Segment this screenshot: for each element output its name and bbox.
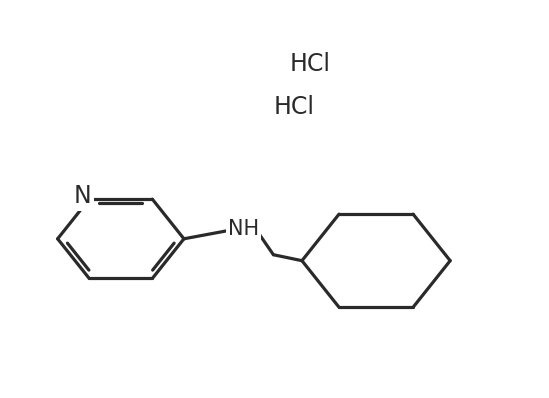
Text: NH: NH [228, 219, 259, 239]
Text: HCl: HCl [273, 96, 314, 119]
Text: HCl: HCl [290, 52, 330, 76]
Text: N: N [74, 184, 92, 208]
